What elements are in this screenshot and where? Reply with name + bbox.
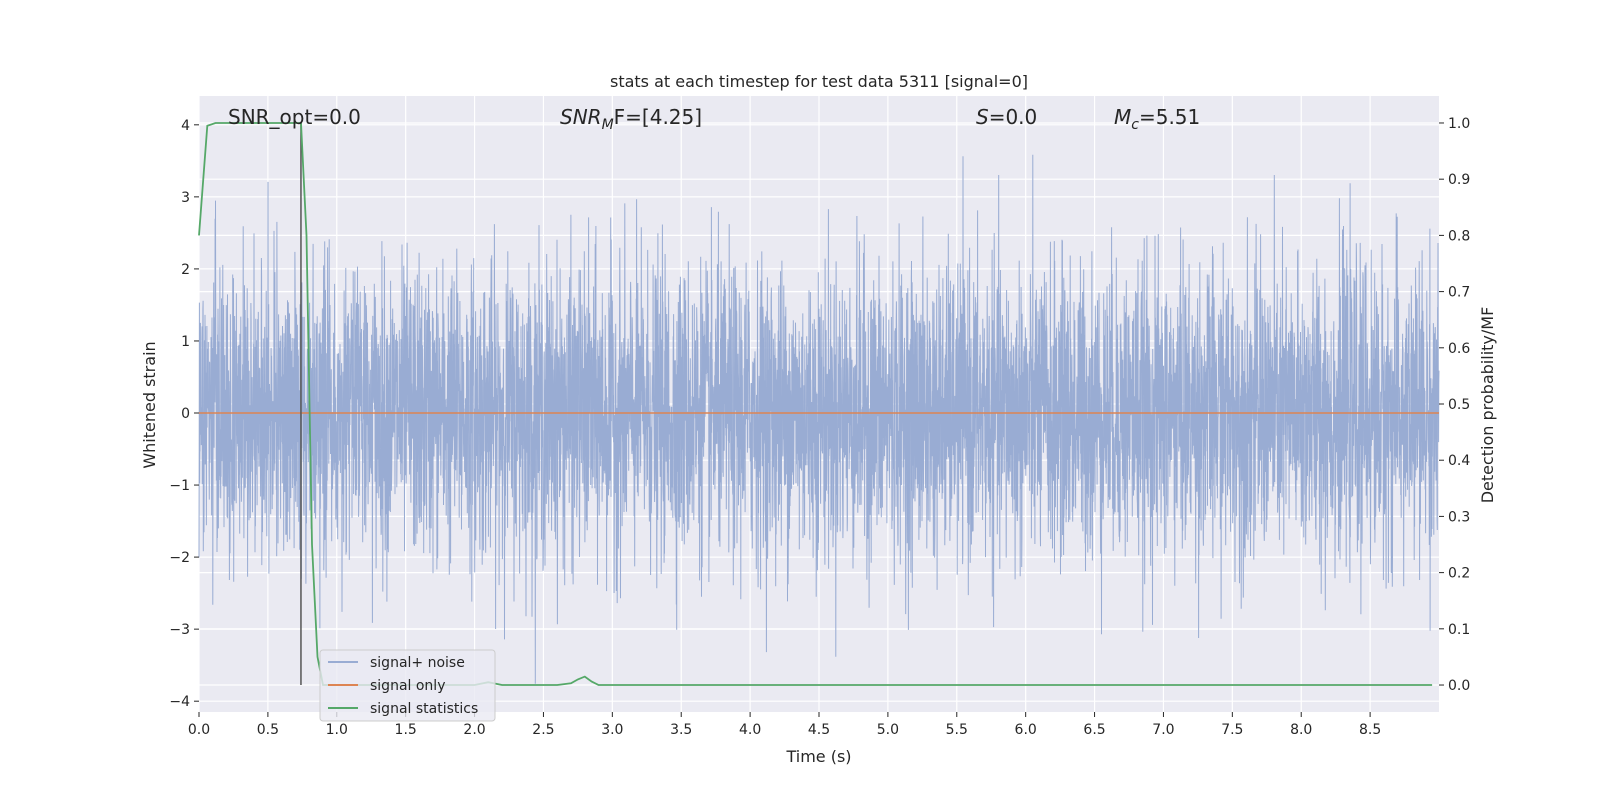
x-tick-label: 3.5 xyxy=(670,722,692,738)
x-axis-ticks: 0.0 0.5 1.0 1.5 2.0 2.5 3.0 3.5 4.0 4.5 5.0 5.5 6.0 6… xyxy=(188,712,1381,738)
annotation-snr-opt: SNR_opt=0.0 xyxy=(228,105,361,129)
legend-label-signal-statistics: signal statistics xyxy=(370,701,478,717)
annotation-snr-mf-sub: M xyxy=(602,117,614,133)
x-tick-label: 1.5 xyxy=(395,722,417,738)
y2-tick-label: 0.6 xyxy=(1448,341,1470,357)
x-tick-label: 1.0 xyxy=(326,722,348,738)
y-tick-label: −2 xyxy=(169,550,190,566)
x-axis-label: Time (s) xyxy=(785,747,851,766)
signal-noise-line xyxy=(198,154,1440,684)
y-tick-label: −1 xyxy=(169,478,190,494)
annotation-s-tail: =0.0 xyxy=(989,105,1038,129)
x-tick-label: 8.0 xyxy=(1290,722,1312,738)
x-tick-label: 6.5 xyxy=(1083,722,1105,738)
legend-label-signal-noise: signal+ noise xyxy=(370,655,465,671)
y-tick-label: 2 xyxy=(181,262,190,278)
y2-tick-label: 0.5 xyxy=(1448,397,1470,413)
y-tick-label: 3 xyxy=(181,190,190,206)
x-tick-label: 7.0 xyxy=(1152,722,1174,738)
y2-tick-label: 0.4 xyxy=(1448,453,1470,469)
y2-tick-label: 0.0 xyxy=(1448,678,1470,694)
x-tick-label: 8.5 xyxy=(1359,722,1381,738)
x-tick-label: 4.0 xyxy=(739,722,761,738)
y2-tick-label: 0.2 xyxy=(1448,566,1470,582)
legend: signal+ noise signal only signal statist… xyxy=(319,649,496,722)
annotation-mc: Mc=5.51 xyxy=(1114,105,1200,133)
x-tick-label: 6.0 xyxy=(1015,722,1037,738)
x-tick-label: 2.5 xyxy=(532,722,554,738)
y2-tick-label: 0.3 xyxy=(1448,509,1470,525)
x-tick-label: 0.5 xyxy=(257,722,279,738)
y-tick-label: −4 xyxy=(169,694,190,710)
x-tick-label: 0.0 xyxy=(188,722,210,738)
y-tick-label: 0 xyxy=(181,406,190,422)
y2-tick-label: 0.9 xyxy=(1448,172,1470,188)
x-tick-label: 7.5 xyxy=(1221,722,1243,738)
x-tick-label: 3.0 xyxy=(601,722,623,738)
y2-tick-label: 0.7 xyxy=(1448,285,1470,301)
annotation-mc-tail: =5.51 xyxy=(1139,105,1200,129)
annotation-snr-mf-base: SNR xyxy=(560,105,602,129)
x-tick-label: 4.5 xyxy=(808,722,830,738)
y-tick-label: 1 xyxy=(181,334,190,350)
x-tick-label: 2.0 xyxy=(463,722,485,738)
x-tick-label: 5.5 xyxy=(946,722,968,738)
annotation-mc-sub: c xyxy=(1131,117,1139,133)
annotation-mc-base: M xyxy=(1114,105,1131,129)
y2-tick-label: 0.8 xyxy=(1448,228,1470,244)
y2-axis-label: Detection probability/MF xyxy=(1478,307,1497,504)
annotation-snr-mf: SNRMF=[4.25] xyxy=(560,105,702,133)
y2-tick-label: 0.1 xyxy=(1448,622,1470,638)
legend-label-signal-only: signal only xyxy=(370,678,445,694)
y2-tick-label: 1.0 xyxy=(1448,116,1470,132)
y-axis-label: Whitened strain xyxy=(140,341,159,468)
annotation-s-stat: S=0.0 xyxy=(976,105,1037,129)
x-tick-label: 5.0 xyxy=(877,722,899,738)
right-axis-ticks: 1.0 0.9 0.8 0.7 0.6 0.5 0.4 0.3 0.2 0.1 0.0 xyxy=(1439,116,1470,694)
y-tick-label: −3 xyxy=(169,622,190,638)
chart-title: stats at each timestep for test data 531… xyxy=(610,72,1028,91)
y-tick-label: 4 xyxy=(181,118,190,134)
legend-box xyxy=(319,649,496,722)
annotation-s-var: S xyxy=(976,105,989,129)
left-axis-ticks: 4 3 2 1 0 −1 −2 −3 −4 xyxy=(169,118,199,710)
annotation-snr-mf-tail: F=[4.25] xyxy=(614,105,702,129)
series-signal-noise xyxy=(198,154,1440,684)
